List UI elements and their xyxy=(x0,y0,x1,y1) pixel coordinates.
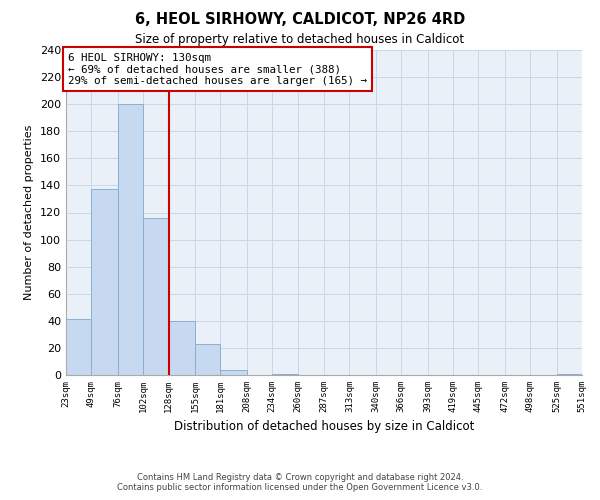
Text: 6 HEOL SIRHOWY: 130sqm
← 69% of detached houses are smaller (388)
29% of semi-de: 6 HEOL SIRHOWY: 130sqm ← 69% of detached… xyxy=(68,52,367,86)
Bar xyxy=(143,218,169,375)
Bar xyxy=(91,190,118,375)
Bar xyxy=(272,374,298,375)
Y-axis label: Number of detached properties: Number of detached properties xyxy=(25,125,34,300)
Bar xyxy=(195,344,220,375)
Text: Size of property relative to detached houses in Caldicot: Size of property relative to detached ho… xyxy=(136,32,464,46)
Bar xyxy=(66,320,91,375)
Bar xyxy=(118,104,143,375)
Text: 6, HEOL SIRHOWY, CALDICOT, NP26 4RD: 6, HEOL SIRHOWY, CALDICOT, NP26 4RD xyxy=(135,12,465,28)
Bar xyxy=(169,321,195,375)
Bar xyxy=(557,374,582,375)
X-axis label: Distribution of detached houses by size in Caldicot: Distribution of detached houses by size … xyxy=(174,420,474,434)
Bar xyxy=(220,370,247,375)
Text: Contains HM Land Registry data © Crown copyright and database right 2024.
Contai: Contains HM Land Registry data © Crown c… xyxy=(118,473,482,492)
